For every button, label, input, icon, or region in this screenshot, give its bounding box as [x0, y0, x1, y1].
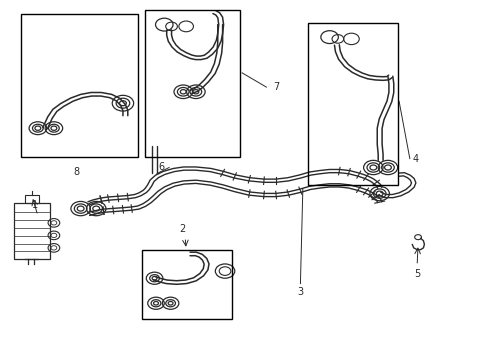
Text: 6: 6	[158, 162, 164, 172]
Bar	[25, 195, 39, 203]
Text: 2: 2	[179, 224, 185, 234]
Text: 4: 4	[411, 154, 418, 163]
Text: 1: 1	[32, 201, 39, 210]
Bar	[307, 23, 397, 185]
Bar	[21, 14, 137, 157]
Bar	[144, 10, 239, 157]
Text: 3: 3	[297, 287, 303, 297]
Bar	[142, 249, 232, 319]
Bar	[14, 203, 50, 258]
Text: 5: 5	[413, 269, 419, 279]
Text: 7: 7	[273, 82, 279, 92]
Text: 8: 8	[74, 167, 80, 177]
